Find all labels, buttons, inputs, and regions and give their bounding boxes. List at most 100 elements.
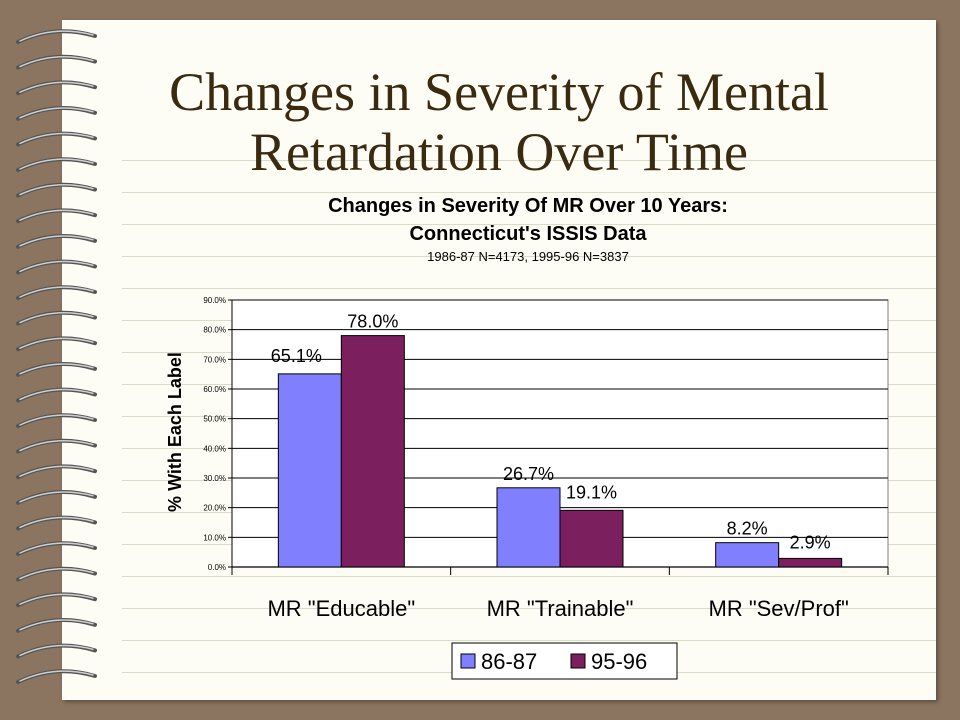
spiral-ring-highlight	[19, 260, 94, 273]
ruled-line	[122, 608, 936, 609]
spiral-ring-highlight	[19, 235, 94, 247]
spiral-ring-highlight	[19, 132, 94, 145]
spiral-ring	[16, 80, 97, 96]
spiral-ring	[16, 362, 97, 377]
spiral-ring-highlight	[19, 491, 94, 503]
chart-title: Changes in Severity Of MR Over 10 Years:	[328, 195, 728, 217]
spiral-ring	[16, 29, 97, 44]
bar-95-96-0	[340, 335, 405, 568]
chart-note: 1986-87 N=4173, 1995-96 N=3837	[427, 249, 629, 264]
spiral-ring	[16, 106, 97, 121]
spiral-ring	[16, 438, 97, 454]
spiral-ring-highlight	[19, 516, 94, 529]
spiral-ring	[16, 413, 97, 428]
y-tick-label: 80.0%	[203, 326, 226, 335]
y-tick-label: 50.0%	[203, 415, 226, 424]
y-tick-label: 10.0%	[203, 533, 226, 542]
spiral-ring	[16, 490, 97, 505]
chart-plot: 0.0% 10.0% 20.0% 30.0% 40.0% 50.0% 60.0% 70.0% 8…	[203, 296, 889, 680]
spiral-ring-highlight	[19, 56, 94, 68]
spiral-ring-highlight	[19, 81, 94, 93]
legend-label-95-96: 95-96	[591, 649, 647, 674]
slide-title-line-2: Retardation Over Time	[250, 122, 748, 182]
legend-swatch-86-87	[460, 653, 476, 669]
spiral-ring-highlight	[19, 593, 94, 605]
data-label: 26.7%	[503, 464, 554, 484]
spiral-ring-highlight	[19, 568, 94, 580]
ruled-line	[122, 640, 936, 641]
legend: 86-87 95-96	[451, 642, 678, 680]
spiral-ring-highlight	[19, 30, 94, 42]
spiral-ring-highlight	[19, 158, 94, 170]
spiral-ring	[16, 336, 97, 352]
spiral-ring	[16, 464, 97, 480]
ruled-line	[122, 576, 936, 577]
bar-86-87-1	[496, 487, 561, 568]
legend-box	[451, 642, 678, 680]
spiral-ring-highlight	[19, 184, 94, 196]
spiral-ring	[16, 157, 97, 172]
spiral-ring	[16, 131, 97, 147]
spiral-ring-highlight	[19, 388, 94, 401]
spiral-ring-highlight	[19, 644, 94, 657]
data-label: 2.9%	[790, 532, 831, 552]
slide-title: Changes in Severity of Mental Retardatio…	[62, 62, 936, 182]
y-tick-label: 90.0%	[203, 296, 226, 305]
ruled-line	[122, 288, 936, 289]
y-tick-label: 60.0%	[203, 385, 226, 394]
spiral-ring-highlight	[19, 209, 94, 221]
spiral-ring-highlight	[19, 107, 94, 119]
bar-86-87-0	[277, 373, 342, 568]
spiral-ring-highlight	[19, 465, 94, 477]
spiral-ring	[16, 515, 97, 531]
y-tick-label: 20.0%	[203, 504, 226, 513]
slide-title-line-1: Changes in Severity of Mental	[169, 62, 829, 122]
x-category-label: MR "Trainable"	[487, 596, 634, 621]
y-axis-label: % With Each Label	[165, 352, 185, 512]
spiral-ring	[16, 310, 97, 326]
x-category-label: MR "Sev/Prof"	[709, 596, 849, 621]
data-label: 65.1%	[271, 346, 322, 366]
spiral-ring	[16, 592, 97, 608]
spiral-ring-highlight	[19, 619, 94, 631]
spiral-ring-highlight	[19, 542, 94, 554]
bar-95-96-1	[559, 509, 624, 568]
legend-swatch-95-96	[570, 653, 586, 669]
y-tick-label: 0.0%	[208, 563, 226, 572]
data-label: 19.1%	[566, 482, 617, 502]
ruled-line	[122, 256, 936, 257]
ruled-line	[122, 192, 936, 193]
spiral-ring	[16, 208, 97, 224]
x-category-label: MR "Educable"	[267, 596, 415, 621]
spiral-ring-highlight	[19, 414, 94, 426]
spiral-ring	[16, 566, 97, 582]
spiral-ring-highlight	[19, 312, 94, 324]
spiral-ring	[16, 541, 97, 556]
spiral-ring	[16, 285, 97, 300]
y-tick-label: 30.0%	[203, 474, 226, 483]
ruled-line	[122, 160, 936, 161]
spiral-ring	[16, 259, 97, 275]
spiral-ring	[16, 387, 97, 403]
bar-86-87-2	[715, 542, 780, 568]
y-tick-label: 40.0%	[203, 444, 226, 453]
spiral-ring	[16, 234, 97, 249]
ruled-line	[122, 224, 936, 225]
spiral-ring	[16, 54, 97, 70]
spiral-ring	[16, 669, 97, 684]
spiral-ring-highlight	[19, 286, 94, 298]
spiral-ring	[16, 182, 97, 198]
y-tick-label: 70.0%	[203, 355, 226, 364]
bar-95-96-2	[778, 557, 843, 568]
data-label: 78.0%	[347, 312, 398, 332]
chart-subtitle: Connecticut's ISSIS Data	[409, 223, 647, 245]
spiral-binding	[16, 29, 97, 684]
spiral-ring	[16, 618, 97, 633]
data-label: 8.2%	[727, 519, 768, 539]
spiral-ring-highlight	[19, 440, 94, 452]
legend-label-86-87: 86-87	[481, 649, 537, 674]
spiral-ring	[16, 643, 97, 659]
spiral-ring-highlight	[19, 337, 94, 349]
spiral-ring-highlight	[19, 670, 94, 682]
